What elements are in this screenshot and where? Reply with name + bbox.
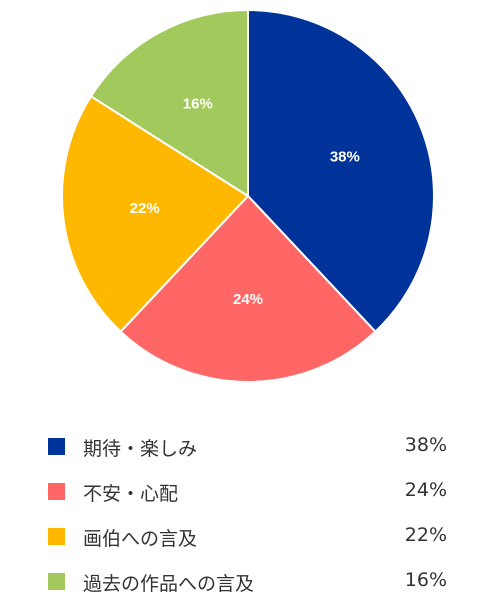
pie-slice: [89, 8, 249, 198]
legend-item: 不安・心配 24%: [0, 477, 481, 507]
legend-item: 過去の作品への言及 16%: [0, 567, 481, 597]
pie-slice: [119, 194, 377, 383]
slice-data-label: 16%: [183, 96, 213, 113]
legend-value: 38%: [404, 434, 447, 456]
legend-swatch: [48, 528, 65, 545]
slice-data-label: 22%: [130, 200, 160, 217]
slice-data-label: 24%: [233, 291, 263, 308]
legend-value: 22%: [404, 524, 447, 546]
pie-plot-area: 38% 24% 22% 16%: [61, 8, 435, 383]
legend-value: 16%: [404, 569, 447, 591]
legend-value: 24%: [404, 479, 447, 501]
legend-label: 過去の作品への言及: [83, 573, 255, 595]
legend-swatch: [48, 483, 65, 500]
pie-slice: [247, 8, 435, 334]
legend-swatch: [48, 573, 65, 590]
legend-label: 画伯への言及: [83, 528, 198, 550]
legend-swatch: [48, 438, 65, 455]
pie-slice: [61, 94, 250, 334]
slice-data-label: 38%: [330, 149, 360, 166]
legend-label: 期待・楽しみ: [83, 438, 198, 460]
legend-item: 期待・楽しみ 38%: [0, 432, 481, 462]
legend-label: 不安・心配: [83, 483, 179, 505]
legend-item: 画伯への言及 22%: [0, 522, 481, 552]
